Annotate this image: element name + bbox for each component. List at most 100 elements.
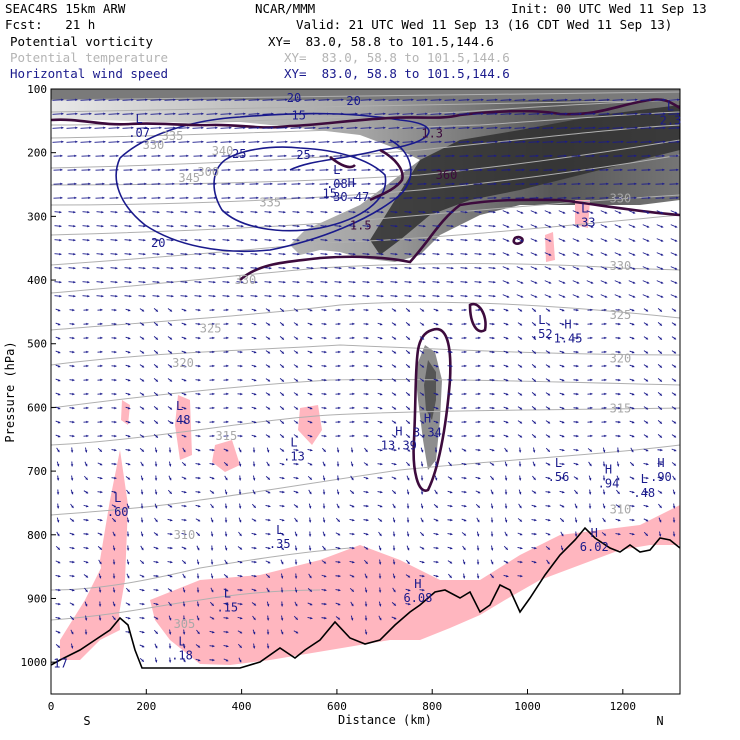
wind-vector-head xyxy=(576,434,579,438)
wind-vector-head xyxy=(659,407,662,410)
wind-vector-head xyxy=(72,392,75,396)
forecast-hour: Fcst: 21 h xyxy=(5,17,96,32)
wind-vector-head xyxy=(617,505,621,508)
wind-vector-head xyxy=(355,140,358,144)
wind-vector-head xyxy=(478,476,481,480)
wind-vector-head xyxy=(523,98,526,102)
wind-vector-head xyxy=(506,239,510,242)
field-xy-theta: XY= 83.0, 58.8 to 101.5,144.6 xyxy=(284,50,510,65)
wind-vector-head xyxy=(87,252,90,256)
wind-vector-head xyxy=(140,533,144,537)
wind-vector-head xyxy=(677,112,680,116)
wind-vector-head xyxy=(267,393,271,396)
wind-vector-head xyxy=(548,504,551,508)
wind-vector-head xyxy=(645,407,649,410)
wind-vector-head xyxy=(183,322,187,326)
wind-vector-head xyxy=(127,616,131,620)
wind-vector-head xyxy=(479,238,482,242)
wind-vector-head xyxy=(547,365,551,368)
wind-vector-head xyxy=(322,463,326,467)
wind-vector-head xyxy=(393,477,397,480)
wind-vector-head xyxy=(252,631,256,635)
wind-vector-head xyxy=(464,476,467,480)
wind-vector-head xyxy=(113,617,116,621)
wind-vector-head xyxy=(562,448,565,452)
wind-vector-head xyxy=(309,602,313,606)
wind-vector-head xyxy=(603,519,606,523)
wind-vector-head xyxy=(309,434,313,438)
wind-vector-head xyxy=(89,112,92,116)
wind-vector-head xyxy=(240,588,243,592)
wind-vector-head xyxy=(310,616,313,620)
wind-vector-head xyxy=(157,252,160,256)
wind-vector-head xyxy=(127,462,131,466)
wind-vector-head xyxy=(423,210,426,214)
wind-vector-head xyxy=(406,534,410,537)
wind-vector-head xyxy=(85,589,88,592)
wind-vector-head xyxy=(336,478,340,481)
wind-vector-head xyxy=(631,434,635,438)
wind-vector-head xyxy=(115,266,118,270)
wind-vector-head xyxy=(215,98,218,102)
wind-vector-head xyxy=(451,224,454,228)
wind-vector-head xyxy=(383,112,386,116)
valid-time: Valid: 21 UTC Wed 11 Sep 13 (16 CDT Wed … xyxy=(296,17,673,32)
wind-vector-head xyxy=(465,224,468,228)
wind-vector-head xyxy=(141,393,145,396)
wind-vector-head xyxy=(659,476,663,480)
wind-vector-head xyxy=(284,168,287,172)
wind-vector-head xyxy=(393,421,397,424)
wind-vector-head xyxy=(561,505,565,508)
wind-vector-head xyxy=(159,140,162,144)
x-tick-label: 600 xyxy=(327,700,347,713)
wind-vector-head xyxy=(171,224,174,228)
wind-vector-head xyxy=(114,476,117,480)
extremum-kind: H xyxy=(348,176,355,190)
wind-vector-head xyxy=(227,252,230,256)
wind-vector-head xyxy=(533,435,536,438)
south-label: S xyxy=(83,714,90,728)
wind-vector-head xyxy=(533,421,536,424)
wind-vector-head xyxy=(71,603,75,606)
wind-vector-head xyxy=(604,420,607,424)
wind-vector-head xyxy=(565,112,568,116)
wind-vector-head xyxy=(57,336,61,340)
wind-vector-head xyxy=(339,266,342,270)
wind-vector-head xyxy=(464,336,467,340)
wind-vector-head xyxy=(423,224,426,228)
wind-vector-head xyxy=(168,450,172,453)
wind-vector-head xyxy=(659,309,662,312)
wind-vector-head xyxy=(422,574,425,578)
wind-vector-head xyxy=(281,365,284,368)
wind-vector-head xyxy=(397,98,400,102)
wind-vector-head xyxy=(71,519,74,522)
wind-vector-head xyxy=(155,393,158,396)
wind-vector-head xyxy=(103,112,106,116)
wind-vector-head xyxy=(141,644,145,648)
wind-vector-head xyxy=(267,379,271,382)
wind-vector-head xyxy=(645,365,649,368)
wind-vector-head xyxy=(145,112,148,116)
wind-vector-head xyxy=(169,379,173,382)
wind-vector-head xyxy=(131,112,134,116)
wind-vector-head xyxy=(648,196,651,200)
wind-vector-head xyxy=(253,519,257,522)
wind-vector-head xyxy=(281,407,284,410)
wind-vector-head xyxy=(379,448,383,452)
wind-vector-head xyxy=(285,98,288,102)
wind-vector-head xyxy=(299,98,302,102)
wind-vector-head xyxy=(434,477,438,481)
wind-vector-head xyxy=(313,112,316,116)
wind-vector-head xyxy=(674,295,678,298)
wind-vector-head xyxy=(75,126,78,130)
wind-vector-head xyxy=(240,406,243,410)
wind-vector-head xyxy=(436,574,439,578)
x-tick-label: 200 xyxy=(136,700,156,713)
wind-vector-head xyxy=(312,196,315,200)
wind-vector-head xyxy=(463,547,466,551)
wind-vector-head xyxy=(283,294,286,298)
wind-vector-head xyxy=(117,112,120,116)
wind-vector-head xyxy=(59,224,62,228)
wind-vector-head xyxy=(126,562,130,565)
wind-vector-head xyxy=(243,126,246,130)
